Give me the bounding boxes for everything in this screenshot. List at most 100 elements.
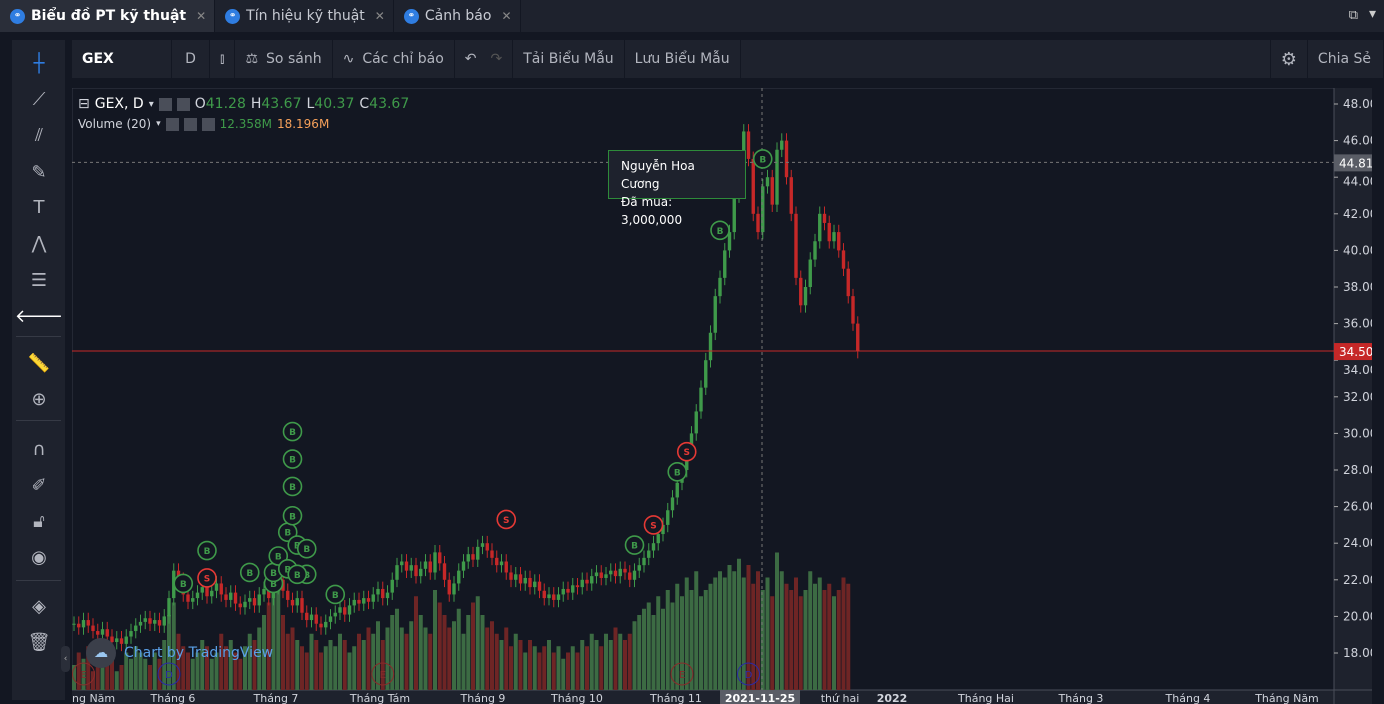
candle	[642, 557, 646, 566]
candle	[780, 140, 784, 150]
volume-bar	[328, 640, 333, 690]
magnet-icon[interactable]: ∩	[32, 438, 46, 460]
volume-bar	[290, 627, 295, 690]
volume-bar	[352, 646, 357, 690]
candle	[343, 607, 347, 615]
volume-bar	[760, 590, 765, 690]
volume-bar	[338, 633, 342, 690]
share-button[interactable]: Chia Sẻ	[1308, 40, 1384, 78]
candle	[837, 232, 841, 251]
text-icon[interactable]: T	[33, 196, 45, 218]
load-template-button[interactable]: Tải Biểu Mẫu	[513, 40, 625, 78]
volume-bar	[414, 596, 418, 690]
event-label: D	[745, 670, 753, 681]
marker-label: B	[284, 565, 291, 575]
volume-bar	[779, 571, 784, 690]
zoom-in-icon[interactable]: ⊕	[31, 388, 47, 410]
collapse-toolbar-button[interactable]: ‹	[61, 646, 70, 672]
volume-bar	[822, 590, 827, 690]
compare-button[interactable]: ⚖ So sánh	[235, 40, 333, 78]
series-title[interactable]: GEX, D	[94, 96, 144, 112]
price-tick-label: 34.00	[1343, 363, 1372, 377]
more-icon[interactable]: ▾	[1368, 6, 1376, 22]
prediction-icon[interactable]: ☰	[30, 269, 48, 291]
pattern-icon[interactable]: ⋀	[31, 232, 47, 254]
unlock-icon[interactable]: 🔓︎	[33, 510, 45, 532]
time-tick-label: Tháng 11	[649, 692, 702, 704]
tab-alerts[interactable]: ⚭ Cảnh báo ✕	[393, 0, 521, 32]
volume-bar	[100, 665, 105, 690]
eye-icon[interactable]: ◉	[31, 546, 47, 568]
open-external-icon[interactable]: ⧉	[1348, 8, 1358, 23]
layers-icon[interactable]: ◈	[32, 595, 46, 617]
settings-icon[interactable]	[176, 97, 190, 111]
arrow-left-icon[interactable]: 🡐	[14, 305, 64, 327]
candle	[466, 554, 470, 562]
volume-bar	[219, 633, 224, 690]
candle	[238, 603, 242, 608]
volume-bar	[300, 646, 304, 690]
visibility-icon[interactable]	[158, 97, 172, 111]
candle	[210, 590, 214, 597]
event-marker	[371, 662, 395, 686]
volume-bar	[485, 627, 490, 690]
settings-icon[interactable]: ⚙	[1269, 40, 1308, 78]
volume-bar	[114, 671, 119, 690]
visibility-icon[interactable]	[165, 117, 179, 131]
drawing-toolbar: ┼ ⟋ ⫽ ✎ T ⋀ ☰ 🡐 📏 ⊕ ∩ ✐ 🔓︎ ◉ ◈ 🗑︎	[12, 40, 65, 700]
candle	[395, 565, 399, 580]
candle	[248, 598, 252, 602]
volume-bar	[323, 646, 328, 690]
volume-bar	[570, 646, 575, 690]
tab-technical-signals[interactable]: ⚭ Tín hiệu kỹ thuật ✕	[215, 0, 394, 32]
volume-bar	[186, 652, 190, 690]
close-icon[interactable]: ✕	[374, 9, 385, 23]
volume-bar	[627, 633, 632, 690]
price-tick-label: 32.00	[1343, 390, 1372, 404]
volume-bar	[471, 602, 475, 690]
candle	[86, 620, 90, 626]
volume-bar	[238, 658, 243, 690]
candle	[362, 598, 366, 604]
candle	[651, 543, 656, 551]
save-template-button[interactable]: Lưu Biểu Mẫu	[625, 40, 741, 78]
close-icon[interactable]: ✕	[196, 9, 207, 23]
volume-indicator-title[interactable]: Volume (20)	[78, 117, 152, 131]
volume-bar	[129, 658, 133, 690]
time-tick-label: Tháng 9	[460, 692, 506, 704]
volume-bar	[642, 608, 646, 690]
marker-label: B	[674, 468, 681, 478]
lock-drawing-icon[interactable]: ✐	[31, 474, 47, 496]
candle	[694, 411, 698, 434]
redo-icon[interactable]: ↷	[490, 51, 503, 67]
time-tick-label: ng Năm	[72, 692, 115, 704]
volume-bar	[741, 577, 746, 690]
tradingview-branding[interactable]: ☁ Chart by TradingView	[86, 638, 273, 668]
candle	[609, 570, 613, 575]
settings-icon[interactable]	[183, 117, 197, 131]
volume-bar	[528, 640, 532, 690]
crosshair-icon[interactable]: ┼	[33, 52, 45, 74]
interval-button[interactable]: D	[172, 40, 210, 78]
undo-icon[interactable]: ↶	[464, 51, 477, 67]
symbol-search[interactable]: GEX	[72, 40, 172, 78]
collapse-legend-icon[interactable]: ⊟	[78, 96, 90, 112]
tab-technical-chart[interactable]: ⚭ Biểu đồ PT kỹ thuật ✕	[0, 0, 216, 32]
fib-tool-icon[interactable]: ⫽	[34, 124, 44, 146]
brush-icon[interactable]: ✎	[31, 161, 47, 183]
chart-type-button[interactable]: ⫾	[210, 40, 236, 78]
trend-line-icon[interactable]: ⟋	[32, 88, 46, 110]
ruler-icon[interactable]: 📏	[27, 352, 51, 374]
volume-bar	[304, 652, 309, 690]
indicators-button[interactable]: ∿ Các chỉ báo	[333, 40, 455, 78]
candle	[476, 546, 480, 560]
trash-icon[interactable]: 🗑︎	[27, 631, 51, 653]
link-icon: ⚭	[403, 8, 419, 24]
volume-bar	[751, 583, 756, 690]
close-icon[interactable]: ✕	[501, 9, 512, 23]
volume-bar	[110, 658, 114, 690]
volume-bar	[832, 596, 836, 690]
candle	[765, 177, 770, 187]
volume-bar	[589, 633, 594, 690]
remove-icon[interactable]	[201, 117, 215, 131]
